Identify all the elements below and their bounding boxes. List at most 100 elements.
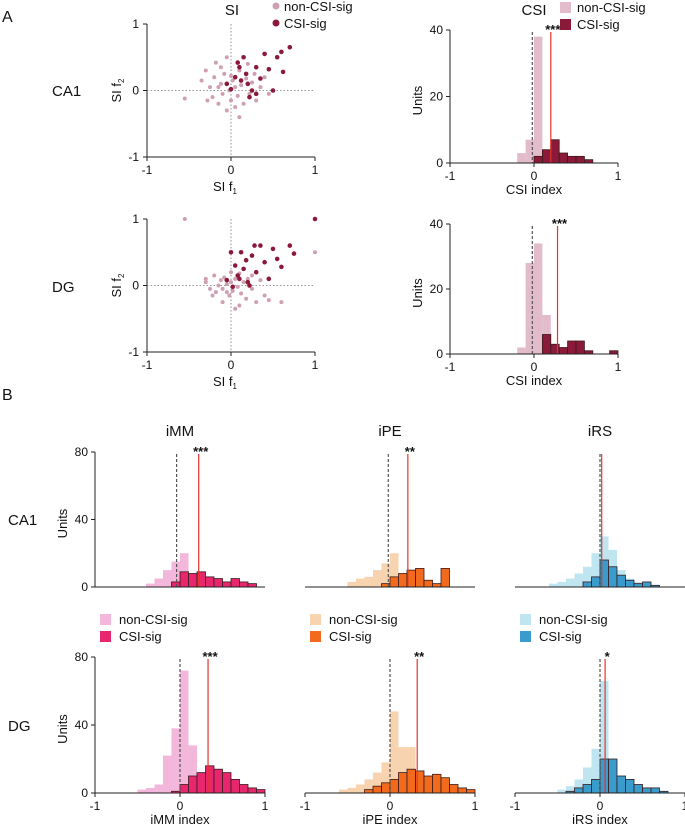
- chart-irs-ca1: [515, 454, 685, 588]
- x-tick-label: -1: [90, 799, 101, 813]
- x-tick-label: 1: [472, 799, 479, 813]
- point-non-csi-sig: [258, 85, 263, 90]
- y-tick-label: 20: [430, 282, 444, 296]
- point-csi-sig: [253, 269, 259, 275]
- point-csi-sig: [262, 51, 267, 57]
- bar-non-csi-sig: [534, 243, 543, 354]
- y-tick-label: 0: [436, 156, 443, 170]
- point-csi-sig: [274, 256, 280, 262]
- x-tick-label: 0: [228, 163, 235, 177]
- bar-csi-sig: [205, 765, 215, 794]
- point-csi-sig: [252, 243, 257, 248]
- point-csi-sig: [235, 273, 241, 278]
- title-ipe: iPE: [378, 423, 401, 440]
- point-csi-sig: [266, 66, 272, 72]
- bar-non-csi-sig: [339, 789, 348, 793]
- significance-stars: ***: [193, 444, 209, 459]
- significance-stars: ***: [202, 649, 218, 664]
- bar-csi-sig: [582, 784, 592, 794]
- x-axis-label: CSI index: [506, 373, 563, 388]
- bar-non-csi-sig: [566, 578, 575, 587]
- point-non-csi-sig: [230, 288, 235, 293]
- bar-csi-sig: [398, 772, 408, 794]
- point-csi-sig: [243, 257, 249, 263]
- point-non-csi-sig: [205, 98, 210, 103]
- point-non-csi-sig: [210, 95, 215, 100]
- bar-csi-sig: [591, 779, 601, 794]
- point-non-csi-sig: [237, 303, 242, 308]
- bar-csi-sig: [642, 787, 652, 794]
- bar-non-csi-sig: [163, 755, 172, 793]
- bar-csi-sig: [230, 578, 240, 588]
- y-tick-label: 40: [430, 23, 444, 37]
- point-non-csi-sig: [229, 98, 233, 103]
- bar-csi-sig: [364, 789, 374, 794]
- point-non-csi-sig: [212, 75, 217, 80]
- point-non-csi-sig: [224, 290, 229, 295]
- y-tick-label: 1: [132, 212, 139, 226]
- bar-csi-sig: [650, 787, 660, 794]
- point-non-csi-sig: [254, 300, 259, 305]
- point-non-csi-sig: [216, 85, 221, 90]
- point-csi-sig: [238, 249, 244, 255]
- bar-csi-sig: [222, 581, 232, 588]
- point-csi-sig: [228, 86, 234, 92]
- point-non-csi-sig: [237, 115, 242, 120]
- bar-non-csi-sig: [381, 762, 390, 793]
- bar-csi-sig: [591, 576, 601, 588]
- point-csi-sig: [247, 283, 252, 288]
- bar-non-csi-sig: [517, 153, 526, 163]
- legend-swatch-irs-csi-sig: [520, 631, 531, 642]
- chart-ipe-ca1: **: [305, 444, 475, 588]
- bar-csi-sig: [466, 789, 476, 794]
- point-non-csi-sig: [199, 78, 204, 83]
- point-csi-sig: [291, 251, 297, 256]
- y-tick-label: 20: [430, 90, 444, 104]
- point-non-csi-sig: [220, 286, 225, 291]
- point-non-csi-sig: [252, 71, 257, 76]
- bar-non-csi-sig: [574, 779, 583, 793]
- point-csi-sig: [312, 216, 318, 222]
- bar-non-csi-sig: [517, 347, 526, 354]
- point-non-csi-sig: [258, 278, 263, 283]
- bar-non-csi-sig: [347, 787, 356, 793]
- bar-csi-sig: [599, 758, 609, 794]
- point-csi-sig: [245, 81, 251, 87]
- y-tick-label: 0: [81, 580, 88, 594]
- point-non-csi-sig: [233, 105, 238, 110]
- bar-csi-sig: [196, 772, 206, 794]
- bar-non-csi-sig: [373, 772, 382, 793]
- legend-swatch-csi-csi-sig: [560, 19, 571, 30]
- point-non-csi-sig: [222, 71, 227, 76]
- point-csi-sig: [258, 76, 263, 81]
- x-tick-label: -1: [445, 360, 456, 374]
- point-non-csi-sig: [182, 217, 187, 221]
- point-non-csi-sig: [229, 73, 233, 78]
- legend-swatch-imm-non-csi-sig: [100, 614, 111, 625]
- y-tick-label: -1: [128, 150, 139, 164]
- bar-non-csi-sig: [146, 787, 155, 793]
- legend-label-csi-csi-sig: CSI-sig: [577, 17, 620, 32]
- x-axis-label: CSI index: [506, 182, 563, 197]
- bar-non-csi-sig: [356, 784, 365, 793]
- point-non-csi-sig: [218, 65, 223, 70]
- y-tick-label: 40: [430, 217, 444, 231]
- y-axis-label: Units: [410, 278, 425, 308]
- x-tick-label: 1: [312, 163, 319, 177]
- bar-non-csi-sig: [381, 563, 390, 587]
- bar-non-csi-sig: [180, 670, 189, 793]
- legend-marker-csi-sig: [272, 19, 280, 27]
- bar-csi-sig: [575, 340, 585, 355]
- bar-non-csi-sig: [364, 779, 373, 793]
- significance-stars: ***: [545, 22, 561, 37]
- bar-csi-sig: [567, 340, 577, 355]
- y-tick-label: 80: [75, 650, 89, 664]
- title-imm: iMM: [166, 423, 194, 440]
- bar-csi-sig: [616, 574, 626, 588]
- legend-swatch-ipe-csi-sig: [310, 631, 321, 642]
- bar-non-csi-sig: [566, 786, 575, 793]
- title-si: SI: [225, 2, 239, 19]
- bar-non-csi-sig: [583, 566, 592, 587]
